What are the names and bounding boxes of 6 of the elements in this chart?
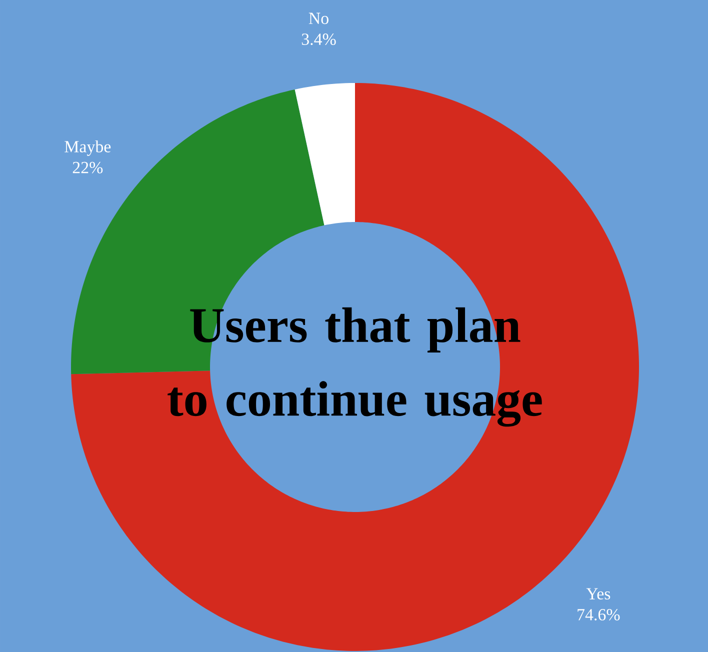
slice-label: No: [308, 12, 328, 24]
data-label: 74.6%: [578, 608, 620, 620]
data-label: 3.4%: [302, 34, 336, 46]
slice-label: Yes: [586, 588, 610, 600]
data-label: 22%: [72, 162, 103, 174]
slice-label: Maybe: [64, 140, 111, 156]
